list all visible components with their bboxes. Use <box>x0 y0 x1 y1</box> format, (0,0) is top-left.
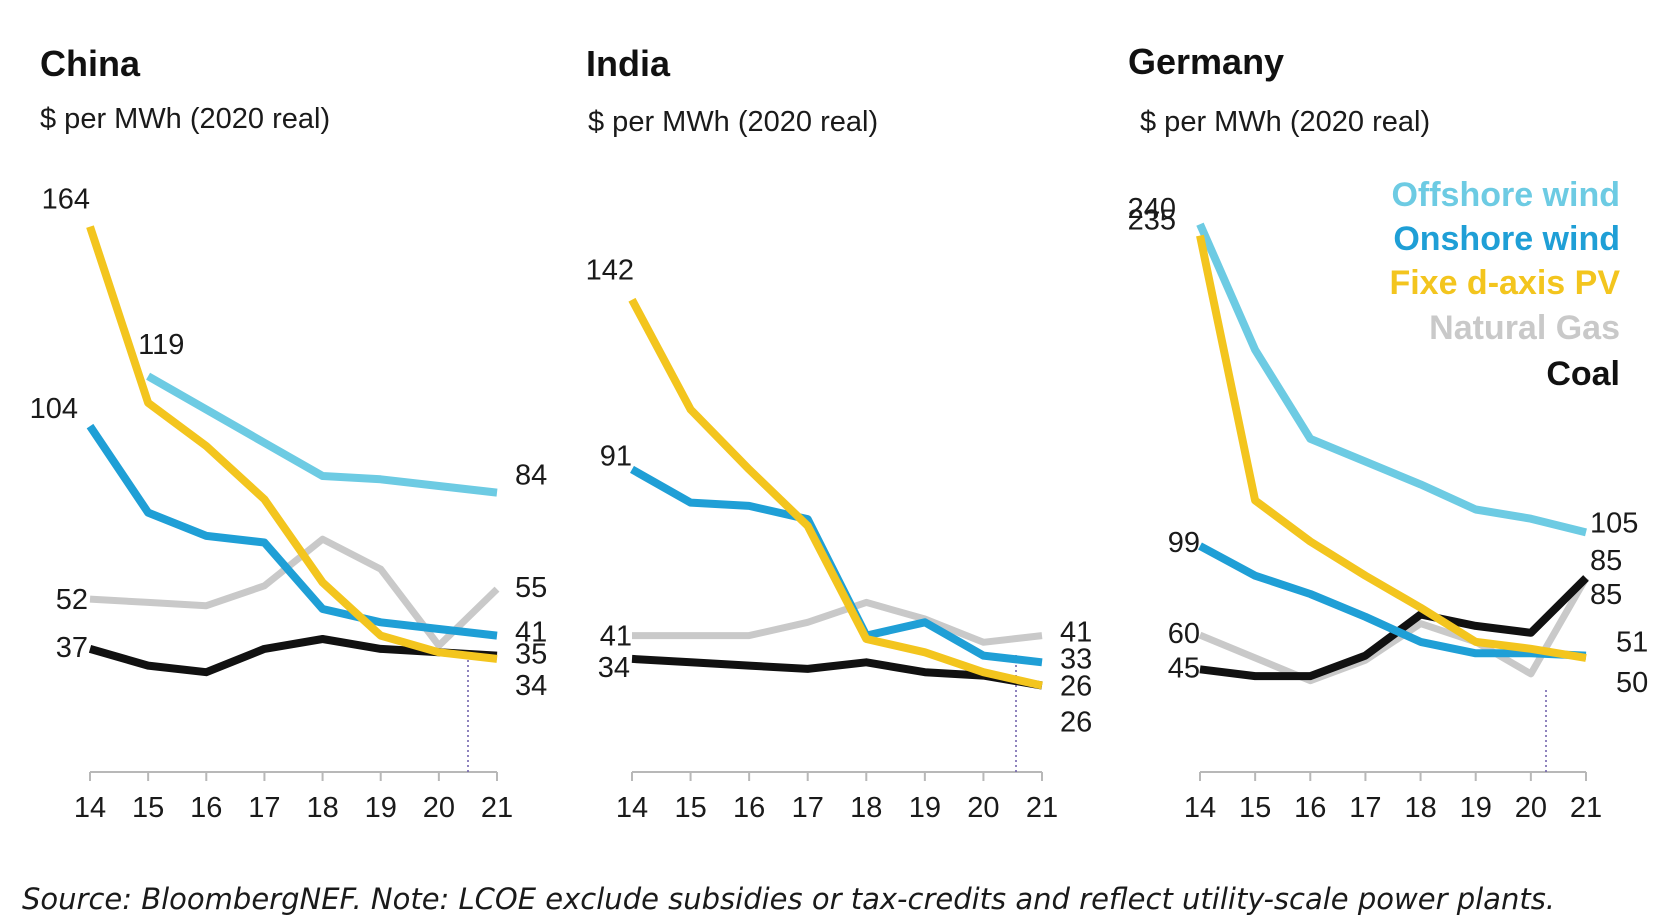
x-tick-label: 19 <box>365 792 397 824</box>
x-tick-label: 16 <box>190 792 222 824</box>
x-tick-label: 18 <box>1404 792 1436 824</box>
data-label: 105 <box>1590 507 1638 539</box>
x-tick-label: 17 <box>1349 792 1381 824</box>
x-tick-label: 17 <box>248 792 280 824</box>
source-note: Source: BloombergNEF. Note: LCOE exclude… <box>22 882 1556 916</box>
x-tick-label: 17 <box>792 792 824 824</box>
data-label: 104 <box>30 393 78 425</box>
data-label: 52 <box>56 584 88 616</box>
x-tick-label: 19 <box>1460 792 1492 824</box>
legend-entry-onshore-wind: Onshore wind <box>1393 220 1620 258</box>
data-label: 119 <box>138 329 184 361</box>
panel-title: India <box>586 43 671 84</box>
panel-unit-label: $ per MWh (2020 real) <box>40 103 330 135</box>
data-label: 60 <box>1168 618 1200 650</box>
chart-legend: Offshore wind Onshore wind Fixe d-axis PV N… <box>1389 176 1620 393</box>
series-line-coal <box>631 654 1043 690</box>
data-label: 91 <box>600 440 632 472</box>
data-label: 33 <box>1060 643 1092 675</box>
series-line-onshore-wind <box>86 423 498 640</box>
data-label: 35 <box>515 639 547 671</box>
data-label: 84 <box>515 460 547 492</box>
data-label: 99 <box>1168 527 1200 559</box>
panel-title: China <box>40 43 141 84</box>
data-label: 164 <box>42 184 90 216</box>
x-tick-label: 18 <box>850 792 882 824</box>
data-label: 85 <box>1590 579 1622 611</box>
data-label: 41 <box>515 617 547 649</box>
legend-entry-coal: Coal <box>1546 355 1620 393</box>
x-tick-label: 16 <box>1294 792 1326 824</box>
x-tick-label: 19 <box>909 792 941 824</box>
data-label: 45 <box>1168 652 1200 684</box>
data-label: 50 <box>1616 667 1648 699</box>
data-label: 37 <box>56 632 88 664</box>
data-label: 240 <box>1128 193 1176 225</box>
data-label: 85 <box>1590 545 1622 577</box>
legend-entry-natural-gas: Natural Gas <box>1429 309 1620 347</box>
data-label: 55 <box>515 572 547 604</box>
data-label: 235 <box>1128 205 1176 237</box>
x-tick-label: 14 <box>74 792 106 824</box>
china-panel: China $ per MWh (2020 real) 14 15 16 17 18 19 20… <box>30 43 548 824</box>
series-line-fixed-axis-pv <box>628 297 1043 690</box>
data-label: 41 <box>600 621 632 653</box>
x-tick-label: 21 <box>1570 792 1602 824</box>
panel-title: Germany <box>1128 41 1284 82</box>
series-line-coal <box>1199 575 1589 681</box>
series-line-natural-gas <box>89 535 500 650</box>
x-tick-label: 18 <box>306 792 338 824</box>
germany-panel: Germany $ per MWh (2020 real) 14 15 16 17 18 19… <box>1128 41 1649 824</box>
data-label: 26 <box>1060 707 1092 739</box>
data-label: 41 <box>1060 617 1092 649</box>
data-label: 51 <box>1616 627 1648 659</box>
x-tick-label: 14 <box>1184 792 1216 824</box>
panel-unit-label: $ per MWh (2020 real) <box>588 106 878 138</box>
legend-entry-offshore-wind: Offshore wind <box>1391 176 1620 214</box>
data-label: 34 <box>598 652 630 684</box>
x-tick-label: 21 <box>1026 792 1058 824</box>
series-line-fixed-axis-pv <box>1196 234 1587 662</box>
data-label: 26 <box>1060 671 1092 703</box>
x-tick-label: 14 <box>616 792 648 824</box>
india-panel: India $ per MWh (2020 real) 14 15 16 17 18 19 20… <box>586 43 1093 824</box>
series-line-offshore-wind <box>146 372 498 497</box>
series-line-offshore-wind <box>1196 222 1587 537</box>
x-tick-label: 20 <box>1515 792 1547 824</box>
series-line-natural-gas <box>1198 576 1590 685</box>
data-label: 34 <box>515 670 547 702</box>
x-tick-label: 20 <box>423 792 455 824</box>
panel-unit-label: $ per MWh (2020 real) <box>1140 106 1430 138</box>
x-tick-label: 15 <box>1239 792 1271 824</box>
x-tick-label: 16 <box>733 792 765 824</box>
legend-entry-fixe-d-axis-pv: Fixe d-axis PV <box>1389 264 1620 302</box>
data-label: 142 <box>586 255 634 287</box>
series-line-natural-gas <box>632 598 1043 646</box>
x-tick-label: 15 <box>674 792 706 824</box>
x-tick-label: 15 <box>132 792 164 824</box>
series-line-onshore-wind <box>1198 542 1587 660</box>
series-line-fixed-axis-pv <box>86 225 498 663</box>
x-tick-label: 20 <box>967 792 999 824</box>
x-tick-label: 21 <box>481 792 513 824</box>
